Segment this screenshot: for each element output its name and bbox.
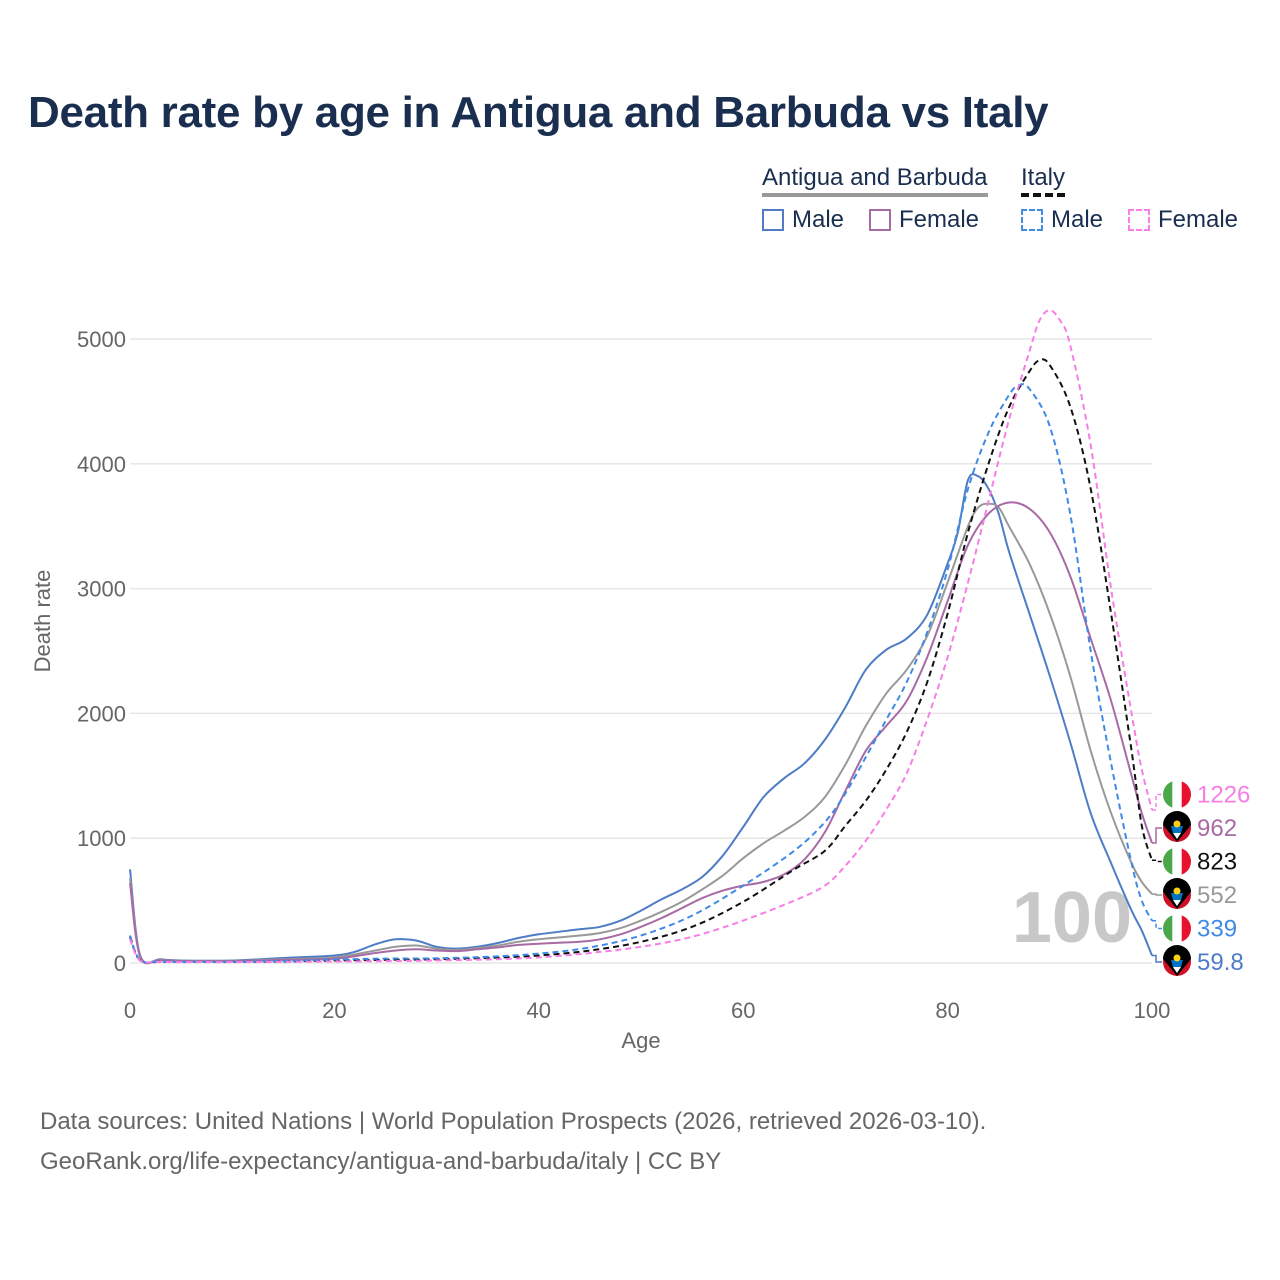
series-line-antigua-and-barbuda-male[interactable]	[129, 473, 1153, 965]
flag-stripe-red	[1181, 847, 1191, 876]
y-tick-label-0: 0	[114, 951, 126, 976]
italy-flag-icon	[1163, 914, 1191, 943]
x-tick-label-20: 20	[322, 998, 346, 1023]
y-tick-label-5000: 5000	[77, 327, 126, 352]
antigua-flag-icon	[1163, 811, 1191, 842]
y-axis-ticks: 0 1000 2000 3000 4000 5000	[77, 327, 126, 976]
flag-stripe-white	[1172, 914, 1182, 943]
antigua-flag-icon	[1163, 878, 1191, 909]
chart-title: Death rate by age in Antigua and Barbuda…	[28, 88, 1049, 137]
x-axis-ticks: 0 20 40 60 80 100	[124, 998, 1170, 1023]
year-watermark: 100	[1012, 878, 1132, 958]
end-connector	[1152, 893, 1162, 896]
legend-item-antigua-male[interactable]: Male	[762, 206, 844, 234]
end-labels: 59.8 339 552 823 962 1226	[1152, 780, 1250, 976]
legend-swatch-italy-male	[1021, 209, 1043, 231]
end-connector	[1152, 859, 1162, 863]
x-axis-label: Age	[621, 1028, 660, 1053]
legend-label-italy-female: Female	[1158, 206, 1239, 233]
flag-blue-band	[1171, 893, 1183, 900]
legend-item-italy-male[interactable]: Male	[1021, 206, 1103, 234]
end-connector	[1152, 954, 1162, 963]
series-line-antigua-and-barbuda-both[interactable]	[129, 502, 1153, 965]
legend-item-italy-female[interactable]: Female	[1128, 206, 1238, 234]
legend-swatch-italy-female	[1128, 209, 1150, 231]
end-label-italy-female: 1226	[1197, 782, 1250, 809]
x-tick-label-60: 60	[731, 998, 755, 1023]
y-tick-label-4000: 4000	[77, 452, 126, 477]
italy-flag-stripes	[1163, 780, 1191, 809]
y-axis-label: Death rate	[30, 570, 55, 673]
x-tick-label-80: 80	[935, 998, 959, 1023]
y-tick-label-1000: 1000	[77, 826, 126, 851]
series-line-italy-male[interactable]	[129, 383, 1153, 964]
italy-flag-icon	[1163, 847, 1191, 876]
end-label-italy-both: 823	[1197, 849, 1237, 876]
legend-group-antigua-label: Antigua and Barbuda	[762, 164, 988, 191]
y-tick-label-2000: 2000	[77, 701, 126, 726]
flag-stripe-green	[1163, 847, 1173, 876]
legend-swatch-antigua-male	[762, 209, 784, 231]
end-label-italy-male: 339	[1197, 916, 1237, 943]
end-connector	[1152, 919, 1162, 930]
flag-sun	[1173, 887, 1181, 895]
y-tick-label-3000: 3000	[77, 577, 126, 602]
italy-flag-stripes	[1163, 914, 1191, 943]
italy-flag-stripes	[1163, 847, 1191, 876]
legend-group-italy-line	[1021, 193, 1066, 197]
flag-white-band	[1173, 900, 1181, 906]
legend-group-antigua[interactable]: Antigua and Barbuda	[762, 164, 988, 197]
series-line-italy-female[interactable]	[129, 309, 1153, 964]
flag-sun	[1173, 954, 1181, 962]
end-connector	[1152, 827, 1162, 844]
x-tick-label-0: 0	[124, 998, 136, 1023]
series-line-antigua-and-barbuda-female[interactable]	[129, 501, 1153, 965]
antigua-flag-icon	[1163, 945, 1191, 976]
series-lines	[129, 309, 1153, 965]
flag-stripe-green	[1163, 914, 1173, 943]
legend-group-italy[interactable]: Italy	[1021, 164, 1066, 197]
flag-stripe-white	[1172, 780, 1182, 809]
legend-swatch-antigua-female	[869, 209, 891, 231]
flag-white-band	[1173, 833, 1181, 839]
series-line-italy-both[interactable]	[129, 358, 1153, 964]
end-connector	[1152, 793, 1162, 811]
italy-flag-icon	[1163, 780, 1191, 809]
flag-stripe-red	[1181, 914, 1191, 943]
end-label-antigua-and-barbuda-male: 59.8	[1197, 949, 1244, 976]
flag-sun	[1173, 820, 1181, 828]
flag-blue-band	[1171, 960, 1183, 967]
grid	[130, 338, 1152, 964]
legend-item-antigua-female[interactable]: Female	[869, 206, 979, 234]
legend-group-italy-label: Italy	[1021, 164, 1066, 191]
flag-white-band	[1173, 967, 1181, 973]
end-label-antigua-and-barbuda-both: 552	[1197, 882, 1237, 909]
legend-label-italy-male: Male	[1051, 206, 1104, 233]
footer-link[interactable]: GeoRank.org/life-expectancy/antigua-and-…	[40, 1148, 722, 1175]
x-tick-label-40: 40	[527, 998, 551, 1023]
flag-stripe-red	[1181, 780, 1191, 809]
flag-stripe-green	[1163, 780, 1173, 809]
legend-label-antigua-male: Male	[792, 206, 845, 233]
legend-label-antigua-female: Female	[899, 206, 980, 233]
x-tick-label-100: 100	[1134, 998, 1171, 1023]
flag-blue-band	[1171, 826, 1183, 833]
flag-stripe-white	[1172, 847, 1182, 876]
legend-group-antigua-line	[762, 193, 988, 197]
footer-sources: Data sources: United Nations | World Pop…	[40, 1108, 987, 1135]
end-label-antigua-and-barbuda-female: 962	[1197, 815, 1237, 842]
